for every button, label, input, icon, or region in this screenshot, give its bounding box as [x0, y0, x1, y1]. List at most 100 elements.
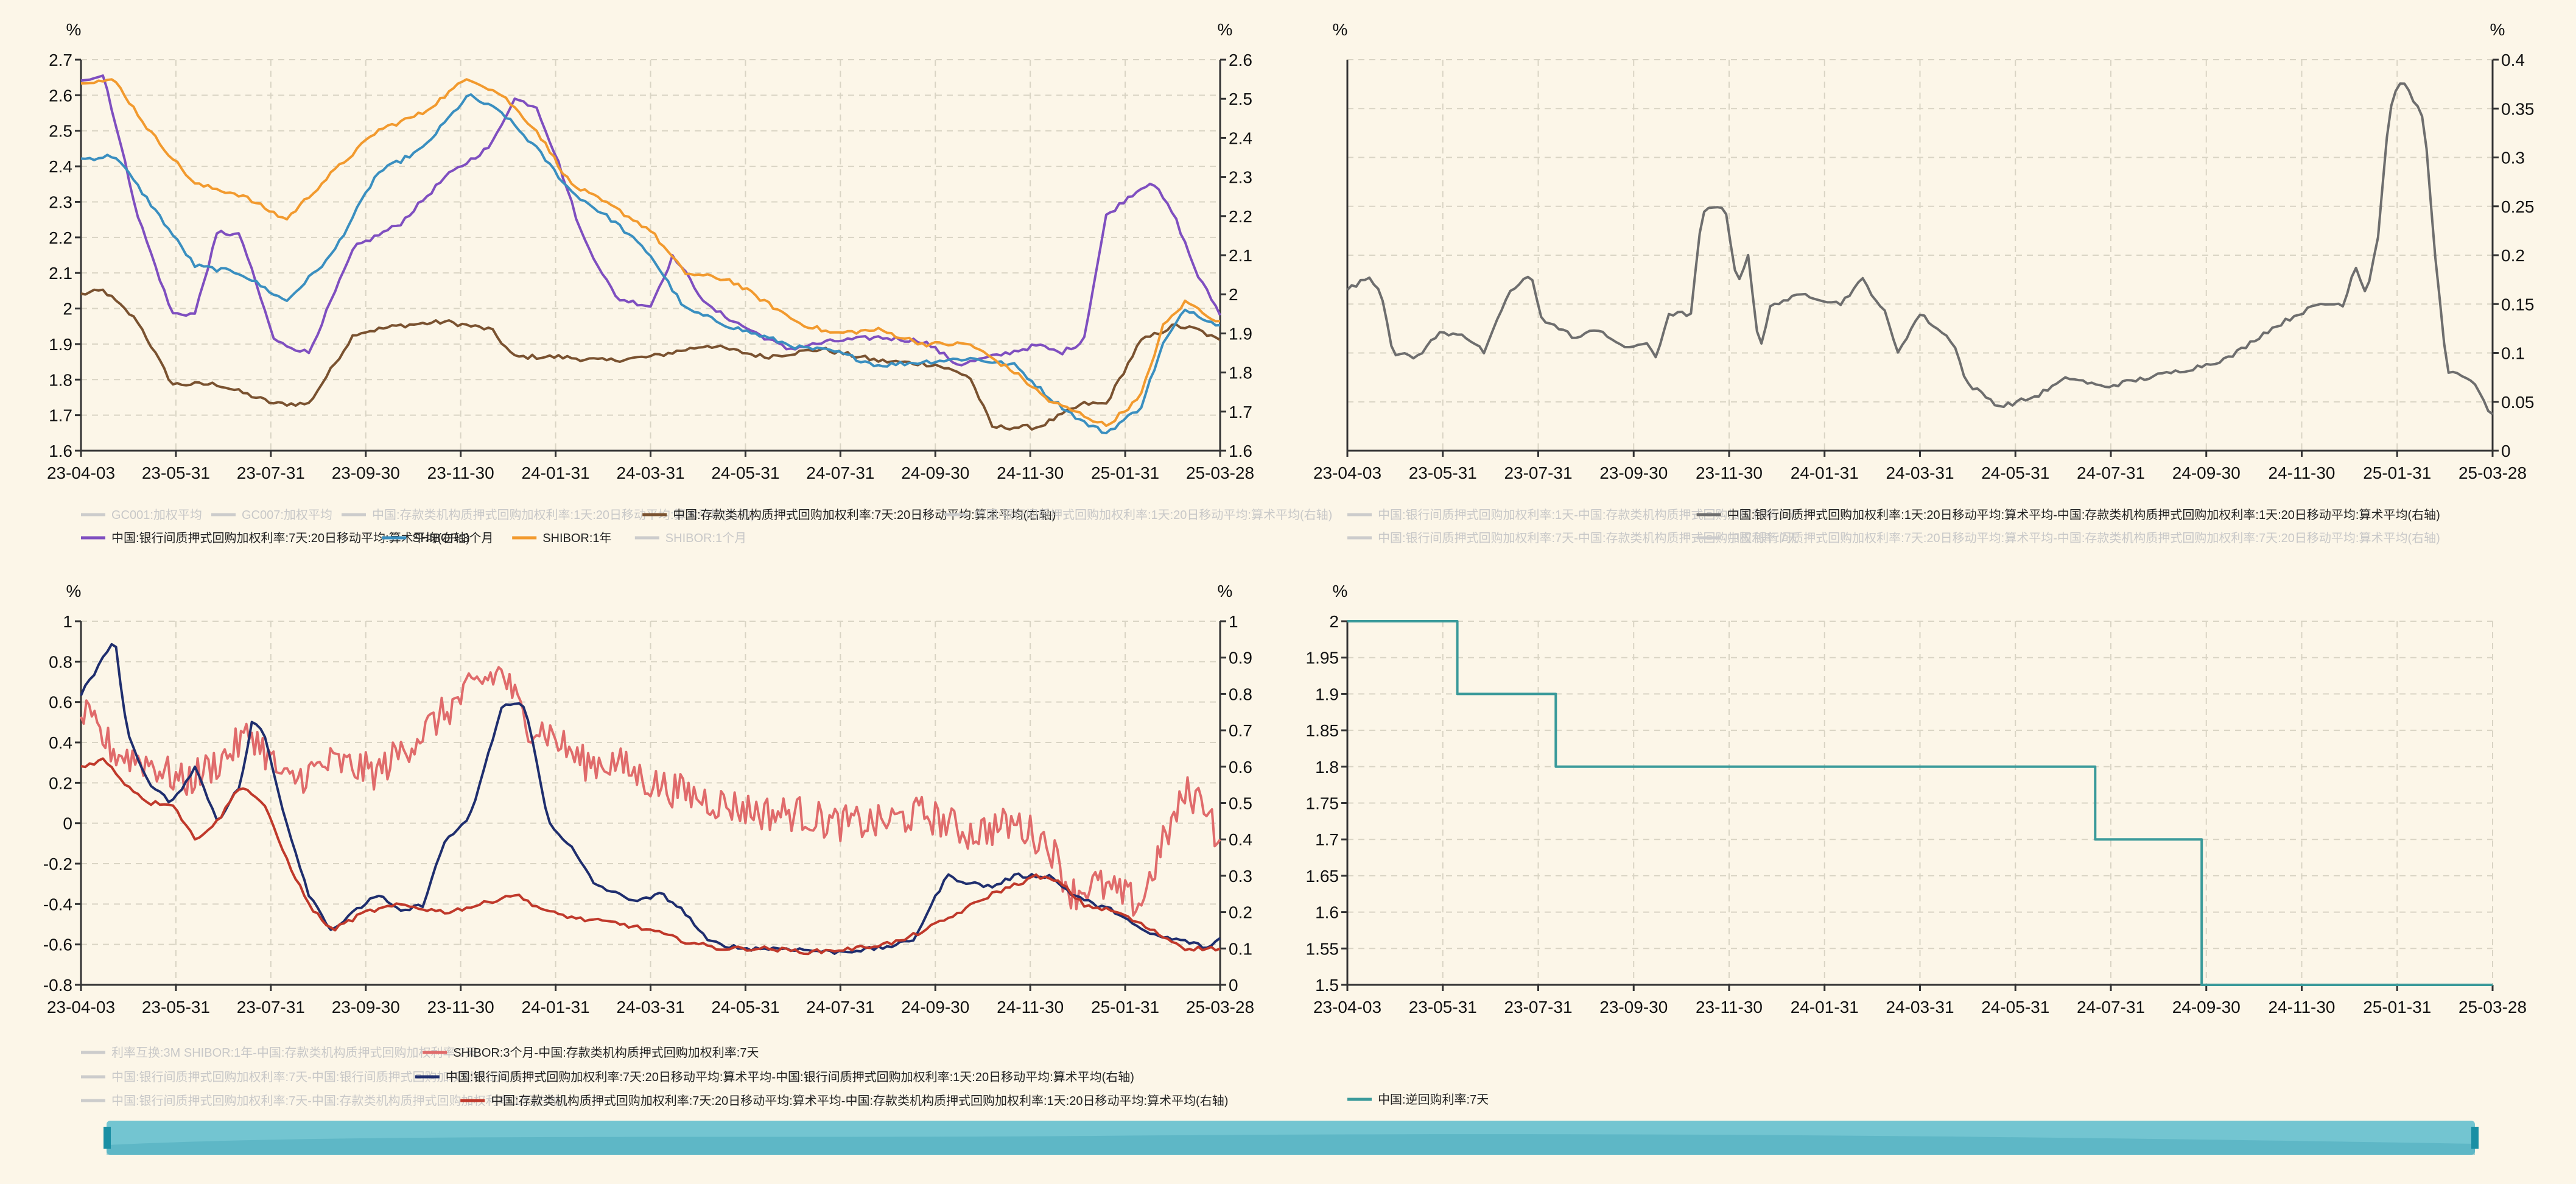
legend-item[interactable]: 中国:逆回购利率:7天: [1347, 1093, 1489, 1107]
y-left-tick-label: -0.4: [43, 895, 72, 914]
y-left-tick-label: 1.7: [1315, 830, 1339, 849]
x-tick-label: 23-04-03: [47, 998, 115, 1017]
legend-label[interactable]: 中国:银行间质押式回购加权利率:7天:20日移动平均:算术平均-中国:银行间质押…: [446, 1070, 1134, 1084]
y-left-tick-label: 1.9: [1315, 685, 1339, 703]
y-left-tick-label: -0.6: [43, 936, 72, 954]
y-right-tick-label: 0.15: [2501, 295, 2535, 314]
legend-item[interactable]: GC007:加权平均: [211, 508, 332, 522]
y-left-unit-label: %: [66, 582, 82, 601]
y-left-tick-label: 2.4: [49, 157, 72, 176]
y-left-tick-label: 2: [63, 300, 72, 319]
y-left-tick-label: 0: [63, 814, 72, 833]
x-tick-label: 24-07-31: [2077, 463, 2145, 482]
y-left-tick-label: -0.8: [43, 976, 72, 995]
data-zoom-slider[interactable]: [104, 1121, 2479, 1155]
x-tick-label: 25-03-28: [1186, 463, 1254, 482]
legend-label[interactable]: 中国:银行间质押式回购加权利率:1天:20日移动平均:算术平均-中国:存款类机构…: [1727, 508, 2440, 522]
slider-handle-left[interactable]: [104, 1127, 111, 1149]
y-right-unit-label: %: [1218, 582, 1233, 601]
x-tick-label: 24-07-31: [2077, 998, 2145, 1017]
legend-label[interactable]: SHIBOR:3个月-中国:存款类机构质押式回购加权利率:7天: [453, 1046, 759, 1060]
y-left-tick-label: 1.5: [1315, 976, 1339, 995]
x-tick-label: 23-09-30: [332, 998, 400, 1017]
y-right-tick-label: 1.8: [1229, 364, 1252, 382]
legend-item[interactable]: SHIBOR:3个月-中国:存款类机构质押式回购加权利率:7天: [423, 1046, 759, 1060]
y-left-tick-label: 1.8: [49, 370, 72, 389]
x-tick-label: 23-09-30: [1599, 463, 1668, 482]
y-left-unit-label: %: [1333, 20, 1348, 39]
chart-panel-p2: 23-04-03 23-05-31 23-07-31 23-09-30 23-11-30…: [1313, 20, 2535, 545]
y-left-tick-label: 0.4: [49, 733, 72, 752]
x-tick-label: 24-01-31: [1791, 463, 1859, 482]
y-right-tick-label: 2.5: [1229, 90, 1252, 108]
legend-item[interactable]: 中国:银行间质押式回购加权利率:7天:20日移动平均:算术平均-中国:存款类机构…: [1697, 531, 2440, 545]
x-tick-label: 24-09-30: [2172, 463, 2241, 482]
x-tick-label: 23-11-30: [427, 998, 494, 1017]
legend-label[interactable]: 利率互换:3M SHIBOR:1年-中国:存款类机构质押式回购加权利率:7天: [111, 1046, 477, 1060]
y-left-tick-label: 2.3: [49, 192, 72, 211]
x-tick-label: 24-11-30: [997, 998, 1064, 1017]
x-tick-label: 23-11-30: [1696, 463, 1763, 482]
y-right-tick-label: 0: [2501, 442, 2511, 460]
y-left-tick-label: 0.6: [49, 693, 72, 712]
x-tick-label: 23-11-30: [1696, 998, 1763, 1017]
y-right-tick-label: 1.9: [1229, 324, 1252, 343]
x-tick-label: 24-09-30: [901, 463, 969, 482]
x-tick-label: 24-11-30: [2268, 463, 2335, 482]
y-right-tick-label: 0.7: [1229, 721, 1252, 740]
x-tick-label: 24-07-31: [806, 998, 874, 1017]
legend-item[interactable]: 中国:银行间质押式回购加权利率:1天:20日移动平均:算术平均(右轴): [943, 508, 1332, 522]
x-tick-label: 23-07-31: [1504, 998, 1572, 1017]
y-right-tick-label: 2.6: [1229, 51, 1252, 69]
y-left-tick-label: 1.65: [1306, 867, 1339, 886]
y-left-tick-label: 1.7: [49, 406, 72, 425]
x-tick-label: 25-01-31: [1091, 998, 1159, 1017]
legend-label[interactable]: GC001:加权平均: [111, 508, 202, 522]
x-tick-label: 25-01-31: [2363, 463, 2431, 482]
x-tick-label: 24-05-31: [1981, 463, 2049, 482]
y-left-tick-label: 1.8: [1315, 758, 1339, 777]
x-tick-label: 23-09-30: [1599, 998, 1668, 1017]
x-tick-label: 23-05-31: [1409, 998, 1477, 1017]
y-right-tick-label: 0.4: [1229, 830, 1252, 849]
y-right-tick-label: 0.1: [1229, 939, 1252, 958]
legend-label[interactable]: 中国:逆回购利率:7天: [1378, 1093, 1489, 1107]
legend-label[interactable]: 中国:银行间质押式回购加权利率:1天:20日移动平均:算术平均(右轴): [974, 508, 1332, 522]
legend-item[interactable]: GC001:加权平均: [81, 508, 202, 522]
y-left-tick-label: 2.5: [49, 122, 72, 141]
legend-label[interactable]: SHIBOR:1年: [542, 531, 611, 545]
x-tick-label: 24-05-31: [711, 998, 779, 1017]
legend-item[interactable]: 中国:银行间质押式回购加权利率:7天-中国:银行间质押式回购加权利率:1天: [81, 1070, 508, 1084]
y-right-tick-label: 0.25: [2501, 197, 2535, 216]
y-right-tick-label: 2.2: [1229, 207, 1252, 226]
slider-handle-right[interactable]: [2471, 1127, 2479, 1149]
legend-label[interactable]: SHIBOR:1个月: [665, 531, 746, 545]
y-right-tick-label: 0.2: [1229, 903, 1252, 922]
y-right-unit-label: %: [2490, 20, 2505, 39]
x-tick-label: 24-01-31: [1791, 998, 1859, 1017]
x-tick-label: 23-05-31: [142, 998, 210, 1017]
x-tick-label: 23-07-31: [1504, 463, 1572, 482]
legend-label[interactable]: SHIBOR:3个月: [412, 531, 493, 545]
legend-label[interactable]: GC007:加权平均: [242, 508, 332, 522]
x-tick-label: 25-03-28: [2458, 998, 2527, 1017]
x-tick-label: 24-03-31: [616, 998, 684, 1017]
chart-panel-p1: 23-04-03 23-05-31 23-07-31 23-09-30 23-11-30…: [47, 20, 1332, 545]
legend-item[interactable]: SHIBOR:1年: [512, 531, 611, 545]
legend-item[interactable]: 中国:存款类机构质押式回购加权利率:7天:20日移动平均:算术平均-中国:存款类…: [460, 1094, 1228, 1108]
y-right-tick-label: 0.5: [1229, 794, 1252, 813]
y-left-tick-label: 1: [63, 612, 72, 631]
legend-item[interactable]: 中国:银行间质押式回购加权利率:7天:20日移动平均:算术平均(右轴): [81, 531, 470, 545]
legend-label[interactable]: 中国:存款类机构质押式回购加权利率:7天:20日移动平均:算术平均-中国:存款类…: [491, 1094, 1228, 1108]
x-tick-label: 23-05-31: [142, 463, 210, 482]
x-tick-label: 24-09-30: [901, 998, 969, 1017]
y-left-tick-label: 0.2: [49, 773, 72, 792]
y-left-tick-label: 1.95: [1306, 649, 1339, 668]
legend-item[interactable]: 中国:银行间质押式回购加权利率:1天:20日移动平均:算术平均-中国:存款类机构…: [1697, 508, 2440, 522]
legend-item[interactable]: 利率互换:3M SHIBOR:1年-中国:存款类机构质押式回购加权利率:7天: [81, 1046, 477, 1060]
y-right-tick-label: 2: [1229, 285, 1238, 304]
legend-label[interactable]: 中国:银行间质押式回购加权利率:7天:20日移动平均:算术平均-中国:存款类机构…: [1727, 531, 2440, 545]
y-right-tick-label: 0.2: [2501, 246, 2525, 265]
legend-item[interactable]: 中国:银行间质押式回购加权利率:7天:20日移动平均:算术平均-中国:银行间质押…: [415, 1070, 1134, 1084]
legend-item[interactable]: SHIBOR:1个月: [635, 531, 746, 545]
